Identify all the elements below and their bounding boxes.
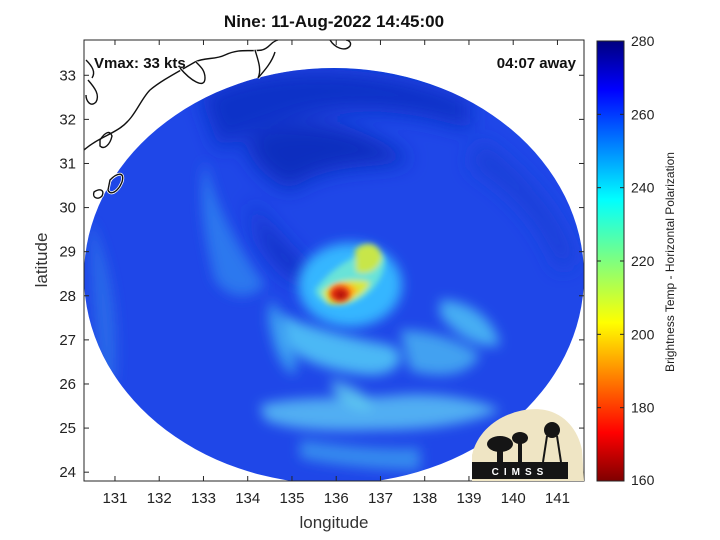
lat-tick-label: 29 [59,244,76,261]
lon-tick-label: 136 [324,490,349,507]
lon-tick-label: 131 [102,490,127,507]
lat-tick-label: 33 [59,67,76,84]
colorbar-tick-label: 240 [631,180,655,196]
lon-tick-label: 137 [368,490,393,507]
colorbar-tick-label: 260 [631,106,655,122]
coastline [84,40,352,200]
colorbar-tick-label: 160 [631,472,655,488]
lon-tick-label: 139 [456,490,481,507]
lat-tick-label: 26 [59,376,76,393]
longitude-axis-ticks: 131 132 133 134 135 136 137 138 139 140 141 [102,40,570,507]
satellite-dish-icon [487,436,513,452]
lon-tick-label: 138 [412,490,437,507]
lon-tick-label: 134 [235,490,260,507]
vmax-readout: Vmax: 33 kts [94,55,186,72]
colorbar-tick-label: 180 [631,400,655,416]
lat-tick-label: 27 [59,332,76,349]
brightness-temp-swath [84,68,584,481]
colorbar-tick-label: 200 [631,326,655,342]
lon-tick-label: 141 [545,490,570,507]
lat-tick-label: 31 [59,155,76,172]
colorbar: 280 260 240 220 200 180 160 Brightness Temp - … [596,33,677,488]
latitude-axis-ticks: 24 25 26 27 28 29 30 31 32 33 [59,67,584,481]
lat-tick-label: 32 [59,111,76,128]
lon-tick-label: 132 [147,490,172,507]
colorbar-tick-label: 280 [631,33,655,49]
lat-tick-label: 24 [59,464,76,481]
lat-tick-label: 28 [59,288,76,305]
lon-tick-label: 133 [191,490,216,507]
colorbar-label: Brightness Temp - Horizontal Polarizatio… [663,152,677,372]
map-title: Nine: 11-Aug-2022 14:45:00 [223,12,445,31]
colorbar-scale [596,40,625,482]
lon-tick-label: 135 [279,490,304,507]
x-axis-label: longitude [299,513,368,532]
colorbar-tick-label: 220 [631,253,655,269]
water-tower-icon [544,422,560,438]
cimss-logo: CIMSS [472,409,584,481]
lon-tick-label: 140 [501,490,526,507]
colorbar-ticks: 280 260 240 220 200 180 160 [597,33,655,488]
y-axis-label: latitude [32,233,51,288]
lat-tick-label: 25 [59,420,76,437]
map-axes-frame [83,39,585,482]
time-away-readout: 04:07 away [497,55,577,72]
logo-text: CIMSS [492,467,549,478]
lat-tick-label: 30 [59,200,76,217]
